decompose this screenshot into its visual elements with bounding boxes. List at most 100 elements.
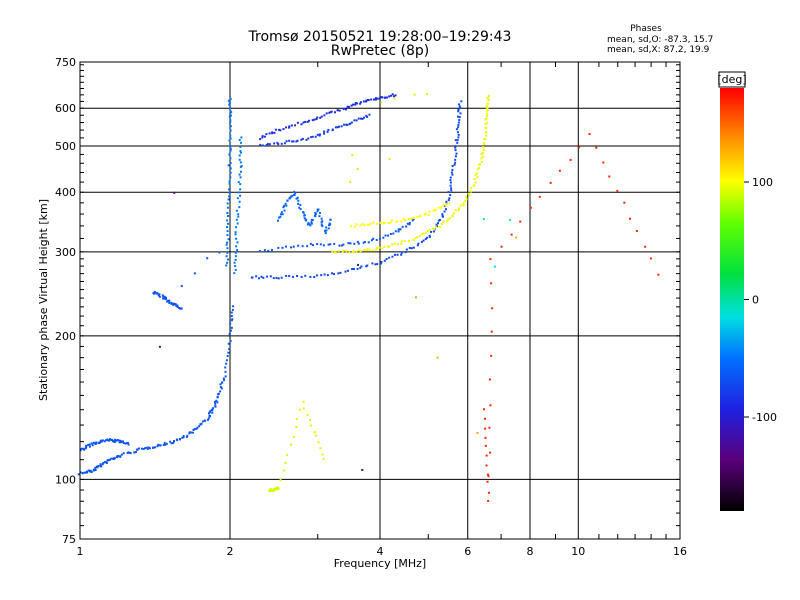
data-point — [558, 169, 561, 172]
data-point — [191, 431, 194, 434]
data-point — [484, 427, 487, 430]
data-point — [79, 471, 82, 474]
data-point — [113, 441, 116, 444]
data-point — [292, 436, 295, 439]
data-point — [454, 146, 457, 149]
data-point — [178, 438, 181, 441]
data-point — [361, 468, 364, 471]
data-point — [303, 214, 306, 217]
data-point — [375, 247, 378, 250]
data-point — [438, 225, 441, 228]
data-point — [318, 215, 321, 218]
data-point — [388, 256, 391, 259]
data-point — [338, 244, 341, 247]
data-point — [452, 212, 455, 215]
data-point — [228, 182, 231, 185]
data-point — [470, 190, 473, 193]
data-point — [229, 176, 232, 179]
data-point — [105, 439, 108, 442]
data-point — [346, 105, 349, 108]
data-point — [404, 219, 407, 222]
colorbar-tick-label: 0 — [752, 294, 759, 307]
data-point — [349, 242, 352, 245]
data-point — [411, 219, 414, 222]
data-point — [280, 142, 283, 145]
data-point — [479, 163, 482, 166]
data-point — [236, 222, 239, 225]
data-point — [394, 94, 397, 97]
data-point — [195, 427, 198, 430]
data-point — [214, 402, 217, 405]
data-point — [372, 221, 375, 224]
data-point — [206, 257, 209, 260]
data-point — [292, 140, 295, 143]
data-point — [329, 243, 332, 246]
data-point — [428, 234, 431, 237]
data-point — [484, 122, 487, 125]
data-point — [454, 149, 457, 152]
data-point — [445, 203, 448, 206]
data-point — [434, 208, 437, 211]
y-axis-ticks: 75 100 200 300 400 500 600 750 — [55, 56, 680, 546]
colorbar-label: [deg] — [717, 73, 746, 86]
data-point — [460, 100, 463, 103]
data-point — [229, 110, 232, 113]
data-point — [164, 297, 167, 300]
data-point — [372, 98, 375, 101]
data-point — [451, 168, 454, 171]
data-point — [229, 119, 232, 122]
data-point — [313, 276, 316, 279]
data-point — [486, 121, 489, 124]
data-point — [413, 216, 416, 219]
data-point — [365, 265, 368, 268]
data-point — [239, 176, 242, 179]
data-point — [230, 311, 233, 314]
data-point — [222, 377, 225, 380]
data-point — [97, 465, 100, 468]
data-point — [310, 222, 313, 225]
data-point — [375, 238, 378, 241]
data-point — [85, 445, 88, 448]
data-point — [369, 249, 372, 252]
data-point — [310, 221, 313, 224]
data-point — [135, 451, 138, 454]
data-point — [309, 424, 312, 427]
data-point — [309, 419, 312, 422]
data-point — [397, 243, 400, 246]
data-point — [474, 181, 477, 184]
data-point — [480, 152, 483, 155]
data-point — [108, 439, 111, 442]
data-point — [239, 150, 242, 153]
data-point — [529, 206, 532, 209]
data-point — [318, 133, 321, 136]
data-point — [400, 251, 403, 254]
data-point — [165, 442, 168, 445]
data-point — [324, 232, 327, 235]
data-point — [423, 213, 426, 216]
data-point — [392, 232, 395, 235]
data-point — [316, 133, 319, 136]
data-point — [380, 262, 383, 265]
data-point — [226, 241, 229, 244]
data-point — [286, 453, 289, 456]
data-point — [273, 131, 276, 134]
data-point — [445, 200, 448, 203]
data-point — [387, 234, 390, 237]
data-point — [422, 239, 425, 242]
data-point — [116, 439, 119, 442]
data-point — [240, 170, 243, 173]
data-point — [129, 452, 132, 455]
data-point — [318, 134, 321, 137]
data-point — [127, 451, 130, 454]
data-point — [480, 157, 483, 160]
data-point — [316, 243, 319, 246]
grid-lines — [80, 62, 680, 539]
data-point — [344, 270, 347, 273]
data-point — [117, 455, 120, 458]
data-point — [454, 161, 457, 164]
data-point — [385, 258, 388, 261]
data-point — [331, 128, 334, 131]
data-point — [207, 418, 210, 421]
data-point — [180, 307, 183, 310]
data-point — [328, 222, 331, 225]
